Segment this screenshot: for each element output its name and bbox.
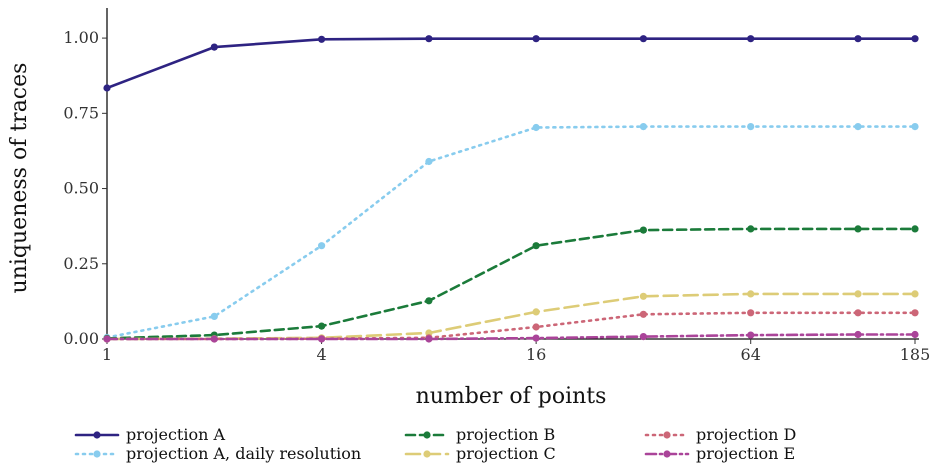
x-tick-label: 64 [741,345,761,364]
data-point [747,123,755,131]
data-point [532,35,540,43]
data-point [639,333,648,341]
y-axis-title: uniqueness of traces [7,63,32,294]
legend-label: projection B [456,425,556,444]
data-point [210,335,218,343]
data-point [103,335,111,343]
data-point [911,309,919,317]
x-tick-label: 185 [900,345,931,364]
x-tick-label: 16 [526,345,546,364]
data-point [854,330,862,339]
data-point [532,123,540,132]
series-line [105,227,917,340]
legend-item-projection-d: projection D [644,425,844,444]
data-point [532,323,540,331]
data-point [318,322,326,330]
x-axis-title: number of points [416,384,607,409]
data-point [639,35,648,43]
data-point [425,35,433,43]
x-tick-label: 4 [316,345,326,364]
legend-key-point [423,430,431,439]
data-point [210,43,218,51]
legend: projection A projection B projection D p… [74,425,854,465]
data-point [639,226,648,234]
legend-label: projection A, daily resolution [126,444,362,463]
legend-key-point [93,449,101,458]
legend-item-projection-a: projection A [74,425,404,444]
series-projection-a-daily-resolution [103,123,919,342]
data-point [854,290,862,298]
legend-item-projection-e: projection E [644,444,844,463]
data-point [103,84,111,92]
data-point [639,123,648,131]
y-tick-label: 0.50 [63,179,99,198]
series-projection-b [103,225,919,342]
data-point [911,290,919,298]
data-point [639,292,648,300]
series-projection-a [103,35,919,92]
legend-label: projection D [696,425,797,444]
legend-key-projection-a [74,430,120,439]
series-projection-e [103,330,919,343]
data-point [854,309,862,317]
legend-item-projection-c: projection C [404,444,644,463]
data-point [210,312,218,320]
data-point [911,330,919,339]
legend-key-projection-d [644,430,690,439]
legend-key-point [423,449,431,458]
legend-label: projection C [456,444,556,463]
legend-label: projection E [696,444,796,463]
data-point [532,308,540,316]
legend-key-projection-e [644,449,690,458]
data-point [318,335,326,343]
data-point [532,242,540,250]
series-layer [103,35,919,343]
legend-item-projection-b: projection B [404,425,644,444]
legend-key-projection-a-daily [74,449,120,458]
data-point [747,35,755,43]
legend-label: projection A [126,425,226,444]
data-point [425,297,433,305]
legend-key-point [663,430,671,439]
legend-key-point [93,430,101,439]
series-line [105,37,917,90]
data-point [318,242,326,250]
data-point [532,334,540,342]
y-tick-label: 0.00 [63,329,99,348]
data-point [425,335,433,343]
x-tick-label: 1 [102,345,112,364]
y-tick-label: 1.00 [63,28,99,47]
data-point [747,225,755,233]
data-point [854,225,862,233]
series-line [105,292,917,341]
data-point [425,157,433,166]
uniqueness-line-chart: 0.00 0.25 0.50 0.75 1.00 1 4 16 64 185 number of … [7,8,930,409]
data-point [911,123,919,131]
axes: 0.00 0.25 0.50 0.75 1.00 1 4 16 64 185 [63,8,930,364]
series-line [105,125,917,339]
legend-key-projection-c [404,449,450,458]
data-point [318,35,326,43]
legend-item-projection-a-daily: projection A, daily resolution [74,444,404,463]
data-point [911,35,919,43]
data-point [854,123,862,131]
data-point [747,290,755,298]
data-point [639,310,648,318]
data-point [854,35,862,43]
legend-key-point [663,449,671,458]
data-point [911,225,919,233]
y-tick-label: 0.25 [63,254,99,273]
data-point [747,309,755,317]
legend-key-projection-b [404,430,450,439]
data-point [747,331,755,339]
y-tick-label: 0.75 [63,103,99,122]
